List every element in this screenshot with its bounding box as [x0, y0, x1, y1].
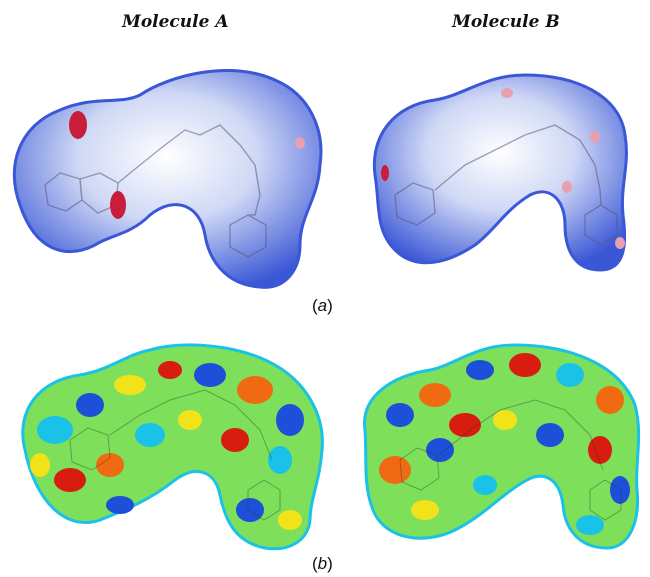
molecular-surface — [12, 69, 323, 289]
title-molecule-b: Molecule B — [452, 12, 560, 32]
pink-contact-spot — [615, 237, 625, 249]
red-contact-spot — [69, 111, 87, 139]
caption-b: (b) — [312, 554, 333, 573]
shape-index-surface-molecule-a — [21, 343, 324, 551]
pink-contact-spot — [501, 88, 513, 98]
molecule-wireframe — [69, 389, 281, 521]
pink-contact-spot — [295, 137, 305, 149]
title-molecule-a: Molecule A — [122, 12, 229, 32]
shape-index-surface-molecule-b — [363, 343, 641, 550]
pink-contact-spot — [562, 181, 572, 193]
red-contact-spot — [110, 191, 126, 219]
molecular-surface — [372, 73, 628, 272]
molecule-wireframe — [399, 399, 622, 521]
shape-index-patches — [379, 353, 630, 535]
red-contact-spot — [381, 165, 389, 181]
molecule-wireframe — [394, 124, 618, 246]
dnorm-surface-molecule-b — [372, 73, 628, 272]
caption-a: (a) — [312, 296, 333, 315]
molecule-wireframe — [44, 124, 267, 258]
dnorm-surface-molecule-a — [12, 69, 323, 289]
shape-index-patches — [30, 361, 304, 530]
pink-contact-spot — [590, 131, 600, 143]
